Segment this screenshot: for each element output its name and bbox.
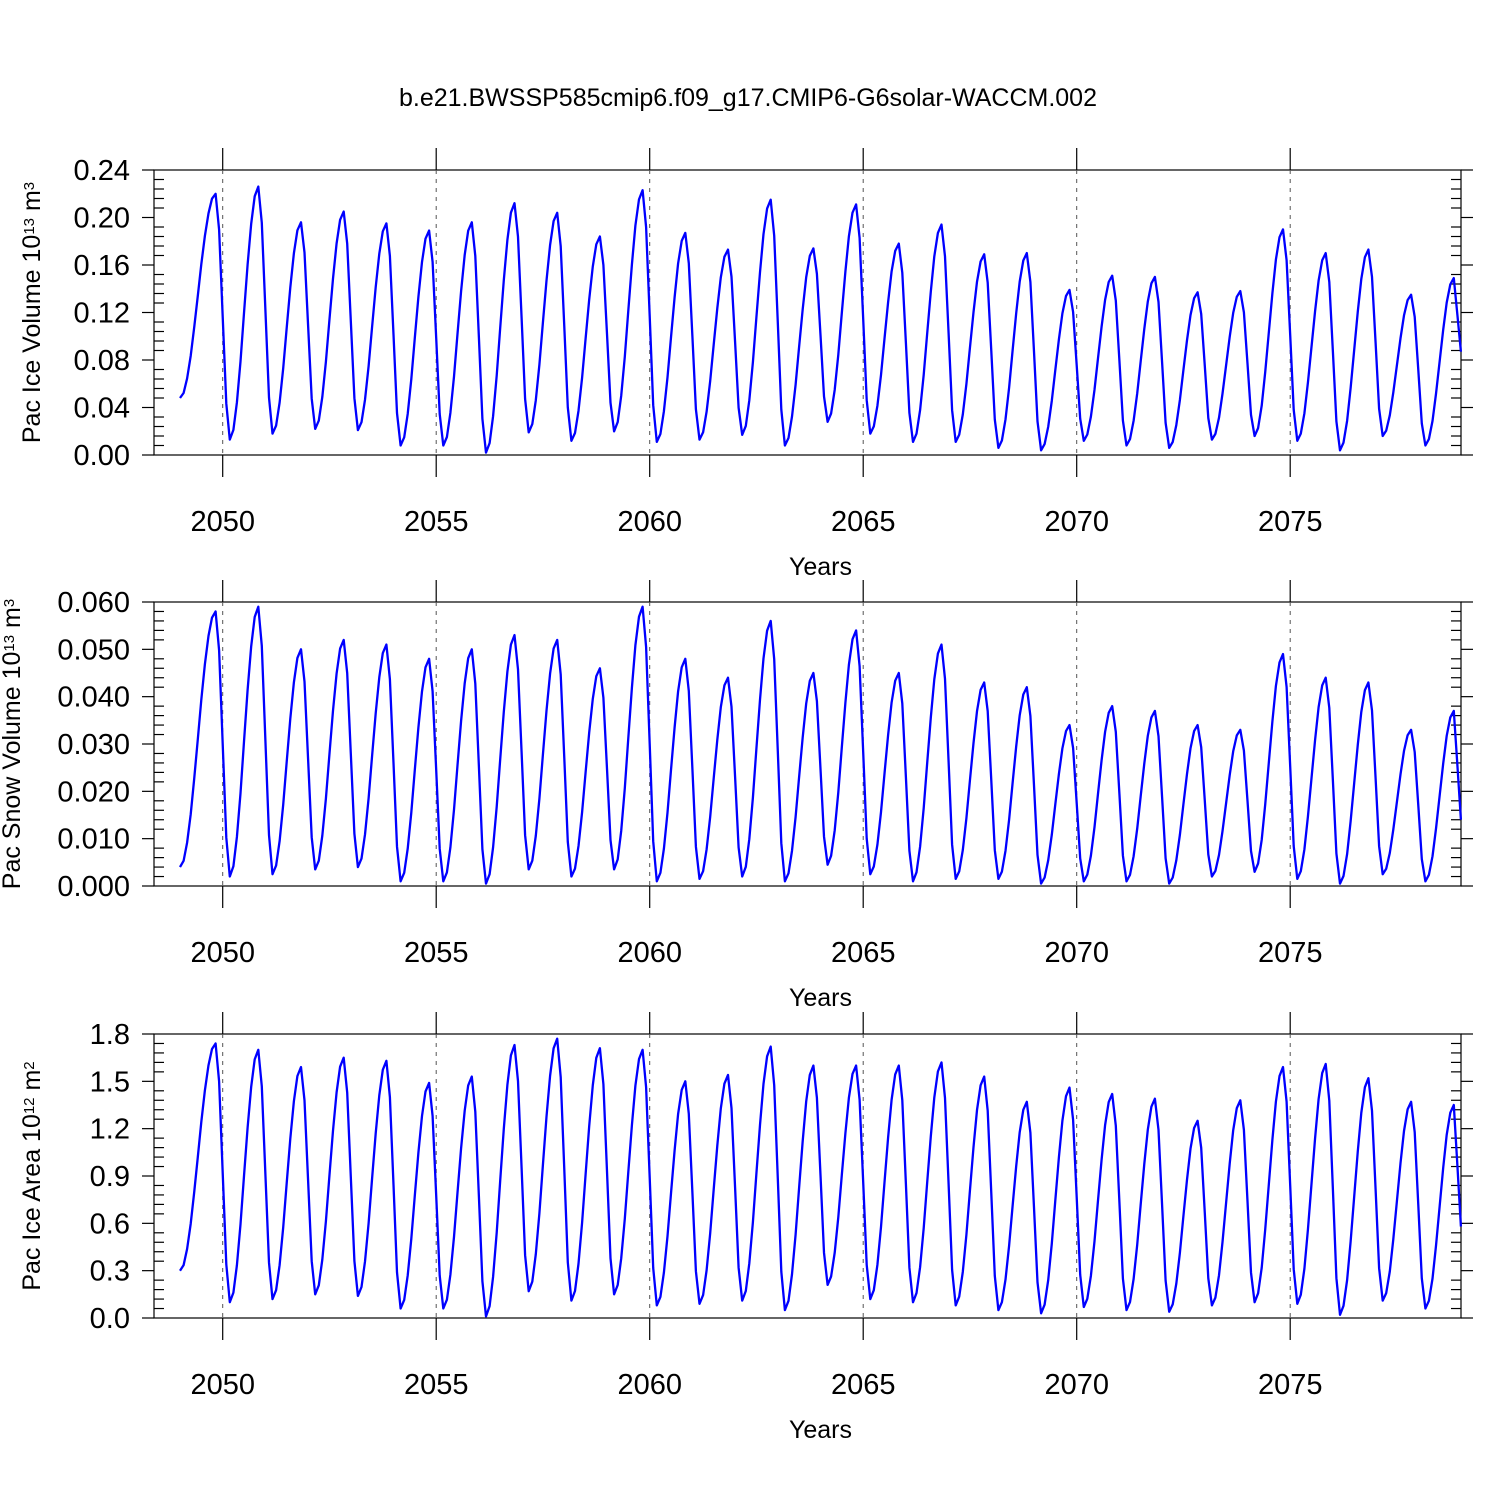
y-axis-label: Pac Ice Volume 1013 m3: [18, 182, 46, 443]
y-tick-label: 0.20: [74, 203, 130, 235]
x-tick-label: 2050: [190, 506, 255, 538]
x-tick-label: 2075: [1258, 937, 1323, 969]
x-axis-label: Years: [789, 984, 852, 1012]
x-tick-label: 2050: [190, 937, 255, 969]
y-axis-label: Pac Ice Area 1012 m2: [18, 1061, 46, 1290]
series-line: [179, 1037, 1463, 1318]
y-tick-label: 0.04: [74, 393, 130, 425]
y-tick-label: 0.010: [57, 824, 130, 856]
y-tick-label: 0.0: [90, 1303, 130, 1335]
y-tick-label: 0.040: [57, 682, 130, 714]
x-tick-label: 2070: [1044, 506, 1109, 538]
series-line: [179, 605, 1463, 885]
panel-3: 0.0 0.3 0.6 0.9 1.2 1.5 1.8 2050 2055 2060 2065 207…: [18, 1012, 1473, 1444]
x-tick-label: 2065: [831, 506, 896, 538]
y-tick-label: 0.9: [90, 1161, 130, 1193]
panel-2: 0.000 0.010 0.020 0.030 0.040 0.050 0.060 2050 2…: [0, 580, 1473, 1012]
y-tick-label: 1.8: [90, 1019, 130, 1051]
y-tick-label: 0.00: [74, 440, 130, 472]
panel-1: 0.00 0.04 0.08 0.12 0.16 0.20 0.24 2050 2055 2060…: [18, 148, 1473, 581]
x-tick-label: 2070: [1044, 937, 1109, 969]
x-tick-label: 2065: [831, 1369, 896, 1401]
x-tick-label: 2060: [617, 937, 682, 969]
y-tick-label: 1.5: [90, 1066, 130, 1098]
x-tick-label: 2055: [404, 506, 469, 538]
y-tick-label: 1.2: [90, 1114, 130, 1146]
x-axis-label: Years: [789, 1416, 852, 1444]
y-axis-label: Pac Snow Volume 1013 m3: [0, 599, 26, 889]
x-tick-label: 2060: [617, 1369, 682, 1401]
y-tick-label: 0.000: [57, 871, 130, 903]
x-tick-label: 2055: [404, 1369, 469, 1401]
y-tick-label: 0.12: [74, 298, 130, 330]
x-tick-label: 2065: [831, 937, 896, 969]
y-tick-label: 0.16: [74, 250, 130, 282]
figure-title: b.e21.BWSSP585cmip6.f09_g17.CMIP6-G6sola…: [399, 84, 1097, 112]
x-axis-label: Years: [789, 553, 852, 581]
y-tick-label: 0.020: [57, 776, 130, 808]
x-tick-label: 2055: [404, 937, 469, 969]
x-tick-label: 2075: [1258, 506, 1323, 538]
y-tick-label: 0.030: [57, 729, 130, 761]
x-tick-label: 2070: [1044, 1369, 1109, 1401]
series-line: [179, 185, 1463, 454]
y-tick-label: 0.3: [90, 1256, 130, 1288]
y-tick-label: 0.24: [74, 155, 130, 187]
y-tick-label: 0.060: [57, 587, 130, 619]
y-tick-label: 0.08: [74, 345, 130, 377]
y-tick-label: 0.6: [90, 1208, 130, 1240]
x-tick-label: 2050: [190, 1369, 255, 1401]
x-tick-label: 2060: [617, 506, 682, 538]
x-tick-label: 2075: [1258, 1369, 1323, 1401]
y-tick-label: 0.050: [57, 634, 130, 666]
